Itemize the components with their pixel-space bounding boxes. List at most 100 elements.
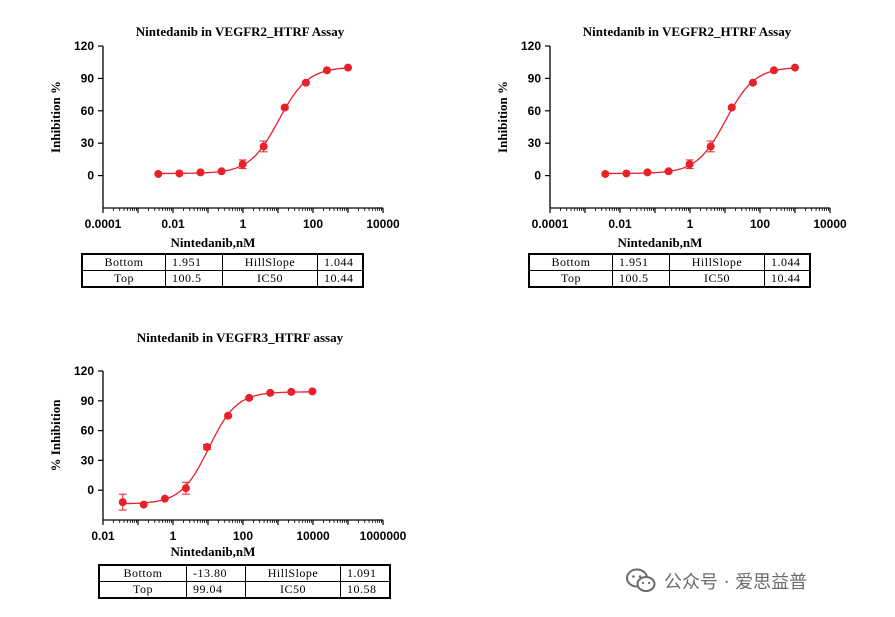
y-tick-label: 90 [81, 71, 95, 85]
data-point [301, 78, 310, 87]
chart-title: Nintedanib in VEGFR2_HTRF Assay [136, 24, 345, 39]
data-point [266, 388, 275, 397]
x-tick-label: 1 [687, 217, 694, 231]
top-value: 100.5 [612, 270, 670, 288]
data-point [344, 63, 352, 72]
ic50-label: IC50 [245, 581, 341, 599]
y-tick-label: 0 [534, 169, 541, 183]
x-tick-label: 100 [303, 217, 323, 231]
table-row: Top 100.5 IC50 10.44 [528, 270, 811, 288]
data-point [287, 387, 296, 396]
fit-params-table-3: Bottom -13.80 HillSlope 1.091 Top 99.04 … [98, 564, 391, 599]
top-label: Top [528, 270, 613, 288]
x-axis-label: Nintedanib,nM [618, 235, 703, 250]
fit-curve [158, 67, 349, 175]
y-tick-label: 0 [87, 483, 94, 497]
y-tick-label: 60 [81, 104, 95, 118]
hillslope-value: 1.044 [317, 253, 364, 271]
fit-curve [122, 391, 313, 505]
y-tick-label: 120 [74, 39, 94, 53]
data-point [322, 66, 331, 75]
bottom-label: Bottom [81, 253, 166, 271]
data-point [238, 160, 247, 169]
ic50-label: IC50 [222, 270, 318, 288]
hillslope-label: HillSlope [245, 564, 341, 582]
data-point [217, 167, 226, 176]
ic50-value: 10.44 [317, 270, 364, 288]
ic50-label: IC50 [669, 270, 765, 288]
data-point [791, 63, 799, 72]
x-tick-label: 0.01 [608, 217, 632, 231]
top-value: 100.5 [165, 270, 223, 288]
data-point [203, 442, 212, 451]
data-point [664, 167, 673, 176]
bottom-value: -13.80 [186, 564, 246, 582]
x-axis-label: Nintedanib,nM [171, 235, 256, 250]
x-tick-label: 0.0001 [532, 217, 569, 231]
data-point [727, 103, 736, 112]
y-tick-label: 120 [74, 364, 94, 378]
data-point [643, 168, 652, 177]
y-tick-label: 30 [81, 453, 95, 467]
hillslope-value: 1.091 [340, 564, 391, 582]
data-point [601, 169, 610, 178]
wechat-icon [626, 568, 656, 592]
data-point [181, 484, 190, 493]
y-axis-label: Inhibition % [495, 81, 510, 153]
data-point [196, 168, 205, 177]
y-tick-label: 90 [528, 71, 542, 85]
ic50-value: 10.44 [764, 270, 811, 288]
data-point [245, 393, 254, 402]
y-axis-label: Inhibition % [48, 81, 63, 153]
data-point [706, 142, 715, 151]
y-tick-label: 60 [528, 104, 542, 118]
table-row: Bottom 1.951 HillSlope 1.044 [528, 253, 811, 271]
x-tick-label: 100 [750, 217, 770, 231]
y-tick-label: 30 [528, 136, 542, 150]
data-point [622, 169, 631, 178]
data-point [118, 498, 127, 507]
watermark: 公众号 · 爱思益普 [626, 568, 807, 594]
ic50-value: 10.58 [340, 581, 391, 599]
x-tick-label: 0.01 [161, 217, 185, 231]
watermark-text: 公众号 · 爱思益普 [664, 572, 808, 593]
data-point [160, 494, 169, 503]
chart-vegfr2-right: Nintedanib in VEGFR2_HTRF Assay 120 90 60 30… [495, 24, 847, 250]
y-tick-label: 120 [521, 39, 541, 53]
data-point [308, 387, 317, 396]
data-point [224, 411, 233, 420]
bottom-label: Bottom [98, 564, 187, 582]
data-point [154, 169, 163, 178]
x-tick-label: 10000 [366, 217, 400, 231]
top-label: Top [98, 581, 187, 599]
table-row: Bottom 1.951 HillSlope 1.044 [81, 253, 364, 271]
data-point [280, 103, 289, 112]
x-tick-label: 10000 [813, 217, 847, 231]
x-tick-label: 0.01 [91, 529, 115, 543]
chart-vegfr3: Nintedanib in VEGFR3_HTRF assay 120 90 60 30… [48, 330, 407, 559]
top-value: 99.04 [186, 581, 246, 599]
hillslope-label: HillSlope [669, 253, 765, 271]
top-label: Top [81, 270, 166, 288]
table-row: Top 99.04 IC50 10.58 [98, 581, 391, 599]
data-point [139, 500, 148, 509]
x-tick-label: 100 [233, 529, 253, 543]
chart-title: Nintedanib in VEGFR3_HTRF assay [137, 330, 344, 345]
y-axis-label: % Inhibition [48, 399, 63, 472]
bottom-value: 1.951 [165, 253, 223, 271]
chart-title: Nintedanib in VEGFR2_HTRF Assay [583, 24, 792, 39]
y-tick-label: 30 [81, 136, 95, 150]
data-point [748, 78, 757, 87]
data-point [685, 160, 694, 169]
fit-curve [605, 67, 796, 175]
data-point [175, 169, 184, 178]
x-tick-label: 1 [240, 217, 247, 231]
y-tick-label: 0 [87, 169, 94, 183]
table-row: Bottom -13.80 HillSlope 1.091 [98, 564, 391, 582]
y-tick-label: 90 [81, 394, 95, 408]
data-point [259, 142, 268, 151]
x-tick-label: 10000 [296, 529, 330, 543]
fit-params-table-2: Bottom 1.951 HillSlope 1.044 Top 100.5 I… [528, 253, 811, 288]
table-row: Top 100.5 IC50 10.44 [81, 270, 364, 288]
y-tick-label: 60 [81, 424, 95, 438]
